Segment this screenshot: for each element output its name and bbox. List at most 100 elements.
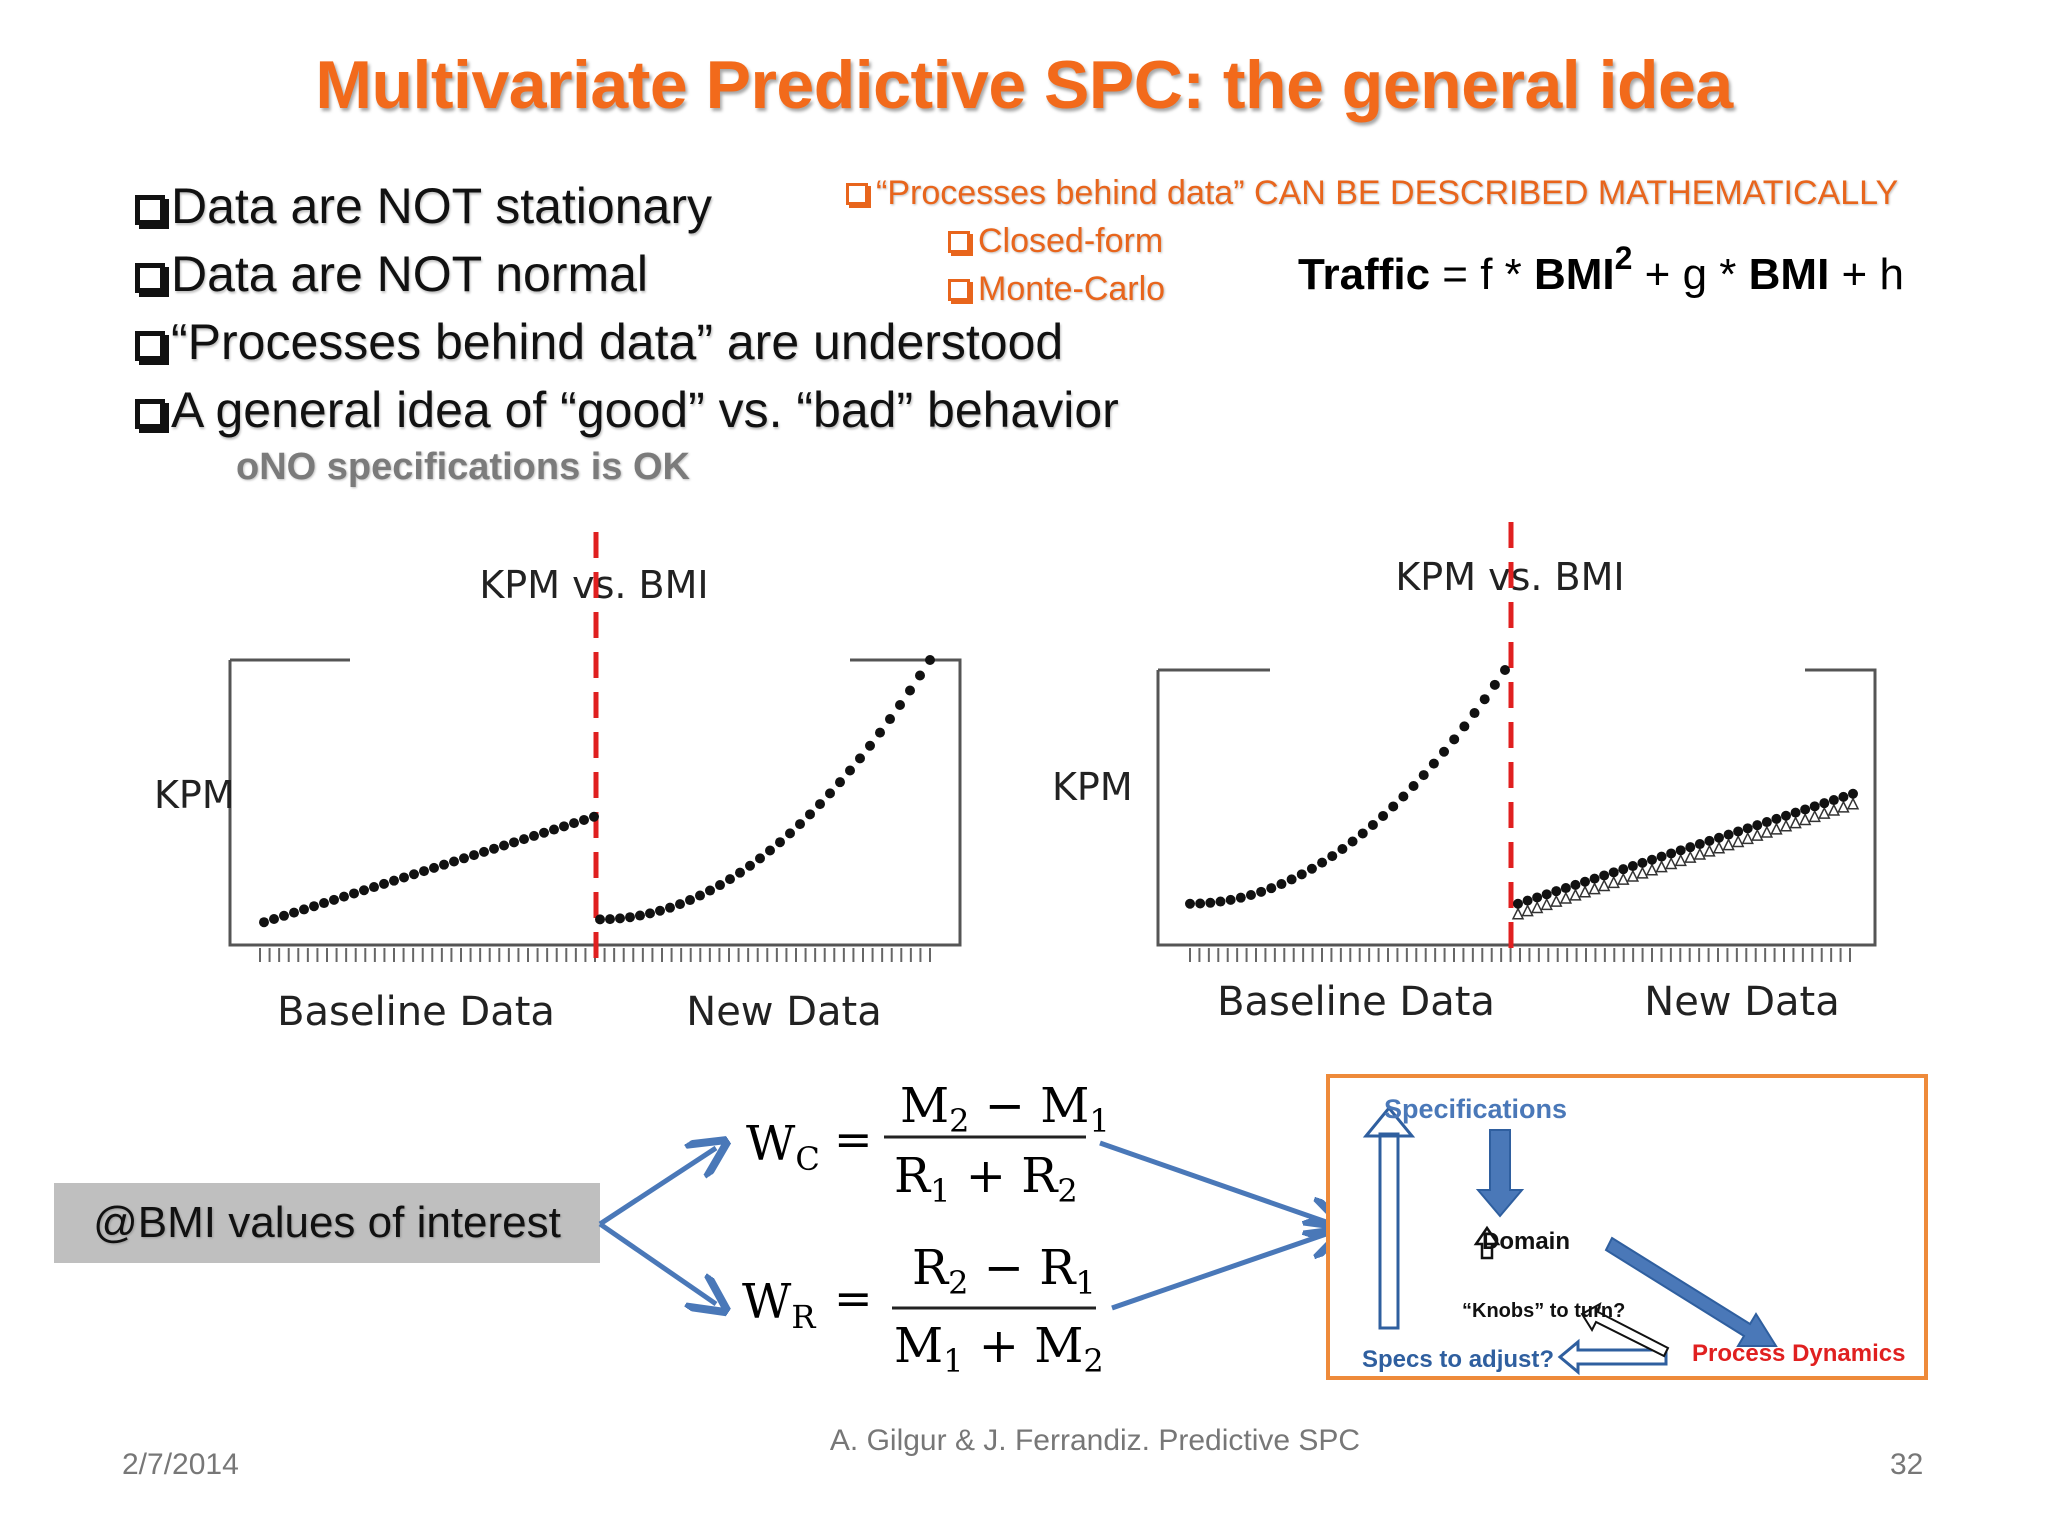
data-point xyxy=(1819,798,1830,809)
x-ticks xyxy=(1189,948,1851,962)
slide-title: Multivariate Predictive SPC: the general… xyxy=(315,47,1733,123)
data-point xyxy=(765,845,775,856)
data-point xyxy=(755,853,765,864)
data-point xyxy=(1790,807,1801,818)
data-point xyxy=(665,902,675,913)
data-point xyxy=(1589,873,1600,884)
data-point xyxy=(705,885,715,896)
checkbox-bullet-icon xyxy=(135,263,165,293)
data-point xyxy=(1225,894,1236,905)
data-point xyxy=(885,714,895,725)
data-point xyxy=(1580,876,1590,887)
data-point xyxy=(905,685,915,696)
bullet-text: Data are NOT stationary xyxy=(171,178,712,234)
data-point xyxy=(529,830,539,841)
right-note-heading: “Processes behind data” CAN BE DESCRIBED… xyxy=(846,174,1898,213)
data-point xyxy=(1215,896,1226,907)
data-point xyxy=(1530,900,1544,914)
data-point xyxy=(1741,831,1754,845)
data-point xyxy=(329,894,339,905)
x-label-new: New Data xyxy=(686,989,881,1035)
data-point xyxy=(1770,822,1783,835)
data-point xyxy=(499,840,509,851)
data-point xyxy=(1645,863,1659,876)
small-diagonal-arrow-icon xyxy=(1580,1302,1670,1358)
data-point xyxy=(1627,861,1638,872)
data-point xyxy=(915,670,925,681)
eq-equals: = xyxy=(834,1271,873,1325)
diagram-specifications: Specifications xyxy=(1384,1094,1568,1124)
data-point xyxy=(1540,897,1553,911)
data-point xyxy=(359,885,369,896)
data-point xyxy=(1428,758,1439,769)
data-point xyxy=(785,828,795,839)
x-label-new: New Data xyxy=(1644,979,1839,1025)
data-point xyxy=(549,824,559,835)
data-point xyxy=(1666,848,1677,859)
formula-lhs: Traffic xyxy=(1298,250,1431,299)
data-point xyxy=(1347,836,1358,847)
chart-right: KPM vs. BMI KPM Baseline Data New Data xyxy=(1052,522,1877,1025)
data-point xyxy=(1296,869,1307,880)
data-point xyxy=(1846,797,1860,810)
data-point xyxy=(1685,842,1696,853)
data-point xyxy=(1722,837,1735,851)
data-point xyxy=(1235,892,1246,903)
eq-lhs: WR xyxy=(742,1274,816,1336)
data-point xyxy=(1569,888,1582,901)
bullet-text: Data are NOT normal xyxy=(171,246,649,302)
data-point xyxy=(695,890,705,901)
data-point xyxy=(1733,826,1744,837)
data-point xyxy=(775,837,785,848)
bullet-text: A general idea of “good” vs. “bad” behav… xyxy=(171,382,1119,438)
eq-denominator: R1 + R2 xyxy=(894,1148,1078,1210)
checkbox-bullet-icon xyxy=(135,399,165,429)
data-point xyxy=(449,856,459,867)
data-point xyxy=(1664,856,1678,870)
data-point xyxy=(1521,903,1534,917)
data-point xyxy=(1245,889,1256,900)
data-point xyxy=(1828,795,1839,806)
chart-frame xyxy=(228,658,962,947)
data-point xyxy=(569,818,579,829)
eq-numerator: M2 − M1 xyxy=(900,1078,1110,1140)
diagonal-arrow-icon xyxy=(1604,1236,1778,1347)
data-point xyxy=(539,827,549,838)
arrow-to-wr xyxy=(598,1221,716,1304)
arrow-from-wr xyxy=(1111,1232,1332,1311)
data-point xyxy=(625,912,635,923)
data-point xyxy=(589,811,599,822)
formula-exponent: 2 xyxy=(1614,240,1633,276)
hollow-left-arrow-icon xyxy=(1557,1338,1668,1376)
data-point xyxy=(1637,857,1648,868)
footer-date: 2/7/2014 xyxy=(122,1448,239,1481)
data-point xyxy=(855,753,865,764)
data-point xyxy=(1578,885,1592,898)
data-point xyxy=(1500,665,1510,675)
data-point xyxy=(1599,870,1610,881)
data-point xyxy=(715,880,725,891)
data-point xyxy=(675,899,685,910)
data-point xyxy=(1418,770,1429,781)
bullet-item: A general idea of “good” vs. “bad” behav… xyxy=(135,376,1119,444)
right-note-item-text: Closed-form xyxy=(978,222,1164,260)
data-points xyxy=(259,655,935,928)
data-point xyxy=(655,905,665,916)
footer-center: A. Gilgur & J. Ferrandiz. Predictive SPC xyxy=(829,1424,1361,1457)
right-note-item: Closed-form xyxy=(948,222,1163,261)
data-point xyxy=(1837,800,1850,813)
data-point xyxy=(419,866,429,877)
data-point xyxy=(795,819,805,830)
data-point xyxy=(1656,851,1667,862)
checkbox-bullet-icon xyxy=(135,195,165,225)
data-point xyxy=(389,875,399,886)
data-point xyxy=(1378,810,1389,821)
data-point xyxy=(1286,874,1297,885)
data-point xyxy=(1752,820,1763,831)
data-point xyxy=(1723,829,1734,840)
data-point xyxy=(1398,791,1409,802)
data-point xyxy=(1256,886,1267,897)
diagram-specs-adjust: Specs to adjust? xyxy=(1362,1346,1555,1373)
arrow-to-wc xyxy=(598,1148,716,1227)
data-point xyxy=(895,700,905,711)
